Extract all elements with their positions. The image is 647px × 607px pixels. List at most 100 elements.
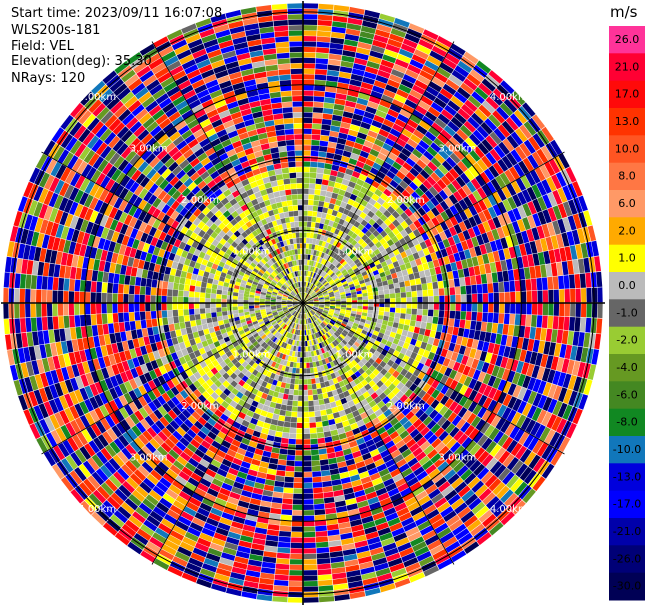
velocity-cell bbox=[340, 213, 348, 221]
velocity-cell bbox=[485, 152, 497, 165]
velocity-cell bbox=[597, 287, 603, 303]
velocity-cell bbox=[294, 466, 303, 472]
velocity-cell bbox=[250, 338, 257, 344]
velocity-cell bbox=[493, 430, 504, 444]
velocity-cell bbox=[312, 205, 319, 212]
velocity-cell bbox=[402, 434, 413, 444]
velocity-cell bbox=[390, 28, 406, 38]
velocity-cell bbox=[376, 364, 384, 372]
velocity-cell bbox=[396, 426, 406, 435]
velocity-cell bbox=[382, 242, 390, 250]
velocity-cell bbox=[145, 344, 153, 354]
velocity-cell bbox=[259, 397, 266, 405]
velocity-cell bbox=[316, 337, 321, 344]
velocity-cell bbox=[144, 372, 153, 383]
velocity-cell bbox=[356, 178, 365, 187]
velocity-cell bbox=[63, 315, 70, 329]
velocity-cell bbox=[361, 286, 367, 291]
velocity-cell bbox=[510, 478, 524, 493]
velocity-cell bbox=[216, 334, 224, 341]
velocity-cell bbox=[287, 320, 292, 326]
velocity-cell bbox=[143, 477, 156, 490]
velocity-cell bbox=[437, 113, 450, 125]
velocity-cell bbox=[244, 575, 260, 583]
velocity-cell bbox=[183, 309, 189, 316]
velocity-cell bbox=[288, 581, 303, 587]
velocity-cell bbox=[336, 511, 349, 519]
velocity-cell bbox=[442, 449, 454, 461]
velocity-cell bbox=[155, 527, 170, 539]
velocity-cell bbox=[364, 237, 372, 245]
velocity-cell bbox=[118, 395, 129, 407]
velocity-cell bbox=[426, 55, 442, 67]
velocity-cell bbox=[232, 328, 239, 334]
velocity-cell bbox=[134, 437, 145, 449]
velocity-cell bbox=[559, 303, 565, 317]
velocity-cell bbox=[334, 98, 346, 106]
velocity-cell bbox=[262, 369, 269, 376]
velocity-cell bbox=[224, 435, 234, 444]
velocity-cell bbox=[433, 309, 439, 317]
velocity-cell bbox=[104, 377, 114, 390]
velocity-cell bbox=[520, 314, 526, 326]
velocity-cell bbox=[409, 374, 418, 383]
velocity-cell bbox=[420, 440, 431, 451]
velocity-cell bbox=[313, 300, 319, 302]
velocity-cell bbox=[321, 124, 331, 131]
velocity-cell bbox=[572, 408, 583, 425]
velocity-cell bbox=[331, 32, 346, 39]
velocity-cell bbox=[303, 564, 317, 570]
velocity-cell bbox=[413, 272, 420, 279]
velocity-cell bbox=[350, 474, 361, 482]
velocity-cell bbox=[125, 460, 138, 473]
velocity-cell bbox=[217, 522, 231, 531]
velocity-cell bbox=[252, 538, 266, 546]
velocity-cell bbox=[419, 412, 429, 423]
velocity-cell bbox=[334, 293, 340, 297]
velocity-cell bbox=[452, 361, 461, 372]
velocity-cell bbox=[330, 227, 336, 234]
velocity-cell bbox=[348, 12, 364, 20]
velocity-cell bbox=[433, 457, 446, 468]
velocity-cell bbox=[354, 183, 362, 191]
velocity-cell bbox=[196, 324, 203, 332]
velocity-cell bbox=[303, 570, 318, 576]
velocity-cell bbox=[336, 320, 342, 325]
velocity-cell bbox=[256, 471, 267, 479]
velocity-cell bbox=[307, 216, 312, 222]
velocity-cell bbox=[314, 520, 327, 526]
velocity-cell bbox=[417, 290, 423, 297]
velocity-cell bbox=[44, 416, 55, 432]
velocity-cell bbox=[138, 385, 147, 396]
velocity-cell bbox=[435, 214, 445, 224]
velocity-cell bbox=[325, 326, 330, 331]
velocity-cell bbox=[232, 457, 243, 466]
velocity-cell bbox=[317, 156, 326, 163]
velocity-cell bbox=[74, 351, 82, 364]
velocity-cell bbox=[287, 338, 292, 345]
velocity-cell bbox=[265, 330, 271, 336]
velocity-cell bbox=[346, 250, 353, 257]
velocity-cell bbox=[394, 240, 402, 249]
velocity-cell bbox=[197, 430, 207, 440]
velocity-cell bbox=[372, 435, 382, 444]
velocity-cell bbox=[552, 205, 562, 220]
velocity-cell bbox=[221, 512, 234, 521]
velocity-cell bbox=[307, 346, 311, 352]
velocity-cell bbox=[415, 451, 427, 462]
velocity-cell bbox=[361, 571, 377, 581]
velocity-cell bbox=[436, 67, 451, 79]
velocity-cell bbox=[294, 329, 298, 335]
velocity-cell bbox=[344, 191, 352, 199]
velocity-cell bbox=[277, 334, 283, 340]
velocity-cell bbox=[328, 291, 334, 295]
velocity-cell bbox=[308, 199, 314, 206]
velocity-cell bbox=[447, 359, 456, 370]
velocity-cell bbox=[241, 375, 249, 383]
velocity-cell bbox=[383, 188, 392, 197]
velocity-cell bbox=[116, 422, 127, 435]
velocity-cell bbox=[368, 412, 378, 421]
velocity-cell bbox=[365, 439, 375, 448]
velocity-cell bbox=[342, 482, 353, 490]
